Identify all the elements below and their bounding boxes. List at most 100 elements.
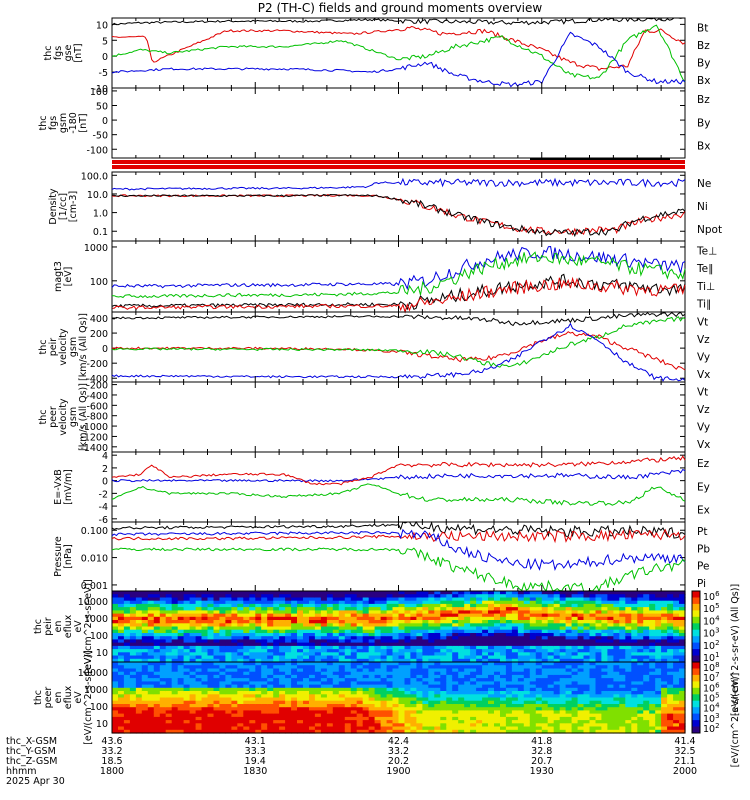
spectrogram-cell: [607, 668, 614, 673]
spectrogram-cell: [118, 729, 125, 734]
spectrogram-cell: [428, 600, 435, 605]
ytick-efield-2: 0: [102, 477, 108, 488]
spectrogram-cell: [446, 681, 453, 686]
spectrogram-cell: [613, 626, 620, 631]
spectrogram-cell: [535, 616, 543, 621]
spectrogram-cell: [392, 636, 400, 640]
spectrogram-cell: [356, 603, 364, 608]
spectrogram-cell: [112, 652, 119, 657]
spectrogram-cell: [291, 697, 298, 702]
spectrogram-cell: [249, 642, 256, 647]
spectrogram-cell: [595, 616, 603, 621]
spectrogram-cell: [529, 684, 537, 689]
spectrogram-cell: [183, 729, 191, 734]
spectrogram-cell: [153, 636, 161, 640]
spectrogram-cell: [607, 662, 614, 666]
spectrogram-cell: [147, 671, 155, 676]
spectrogram-cell: [207, 649, 215, 653]
spectrogram-cell: [141, 713, 149, 718]
spectrogram-cell: [213, 662, 221, 666]
spectrogram-cell: [219, 720, 226, 724]
spectrogram-cell: [171, 700, 179, 705]
spectrogram-cell: [171, 681, 179, 686]
ylabel-fgs-1: fgs: [53, 46, 64, 60]
spectrogram-cell: [667, 607, 674, 611]
spectrogram-cell: [344, 684, 352, 689]
spectrogram-cell: [523, 616, 531, 621]
spectrogram-cell: [613, 723, 620, 728]
spectrogram-cell: [267, 707, 274, 711]
spectrogram-cell: [118, 623, 125, 628]
spectrogram-cell: [559, 694, 567, 699]
spectrogram-cell: [643, 639, 650, 644]
spectrogram-cell: [613, 662, 620, 666]
spectrogram-cell: [231, 591, 238, 595]
spectrogram-cell: [303, 652, 310, 657]
spectrogram-cell: [314, 626, 322, 631]
spectrogram-cell: [679, 607, 686, 611]
spectrogram-cell: [291, 594, 298, 598]
spectrogram-cell: [225, 674, 232, 679]
spectrogram-cell: [494, 626, 501, 631]
spectrogram-cell: [661, 597, 668, 602]
spectrogram-cell: [326, 671, 334, 676]
spectrogram-cell: [559, 726, 567, 731]
ytick-fgs-1: 5: [102, 36, 108, 47]
spectrogram-cell: [332, 658, 340, 663]
spectrogram-cell: [673, 607, 680, 611]
spectrogram-cell: [183, 704, 191, 708]
legend-peir_velocity-1: Vz: [697, 334, 710, 346]
spectrogram-cell: [476, 681, 483, 686]
spectrogram-cell: [601, 620, 608, 624]
spectrogram-cell: [601, 716, 608, 721]
spectrogram-cell: [386, 720, 394, 724]
spectrogram-cell: [309, 662, 316, 666]
spectrogram-cell: [297, 729, 304, 734]
spectrogram-cell: [237, 594, 244, 598]
spectrogram-cell: [523, 620, 531, 624]
spectrogram-cell: [404, 629, 412, 634]
spectrogram-cell: [255, 594, 262, 598]
spectrogram-cell: [237, 674, 244, 679]
spectrogram-cell: [607, 616, 614, 621]
spectrogram-cell: [422, 726, 429, 731]
spectrogram-cell: [314, 729, 322, 734]
spectrogram-cell: [673, 665, 680, 669]
spectrogram-cell: [649, 716, 656, 721]
spectrogram-cell: [494, 610, 501, 615]
spectrogram-cell: [356, 655, 364, 660]
spectrogram-cell: [643, 610, 650, 615]
spectrogram-cell: [291, 716, 298, 721]
spectrogram-cell: [625, 729, 632, 734]
spectrogram-cell: [332, 655, 340, 660]
spectrogram-cell: [476, 652, 483, 657]
spectrogram-cell: [583, 720, 591, 724]
spectrogram-cell: [410, 620, 417, 624]
spectrogram-cell: [541, 636, 549, 640]
spectrogram-cell: [171, 662, 179, 666]
spectrogram-cell: [523, 645, 531, 650]
spectrogram-cell: [422, 600, 429, 605]
spectrogram-cell: [338, 655, 346, 660]
spectrogram-cell: [332, 729, 340, 734]
spectrogram-cell: [511, 616, 519, 621]
spectrogram-cell: [601, 681, 608, 686]
spectrogram-cell: [547, 645, 555, 650]
spectrogram-cell: [231, 729, 238, 734]
spectrogram-cell: [141, 642, 149, 647]
spectrogram-cell: [141, 620, 149, 624]
spectrogram-cell: [231, 639, 238, 644]
spectrogram-cell: [362, 662, 370, 666]
spectrogram-cell: [619, 626, 626, 631]
spectrogram-cell: [320, 697, 328, 702]
spectrogram-cell: [458, 629, 465, 634]
spectrogram-cell: [123, 710, 131, 715]
spectrogram-cell: [207, 729, 215, 734]
spectrogram-cell: [398, 642, 406, 647]
spectrogram-cell: [559, 716, 567, 721]
spectrogram-cell: [326, 662, 334, 666]
spectrogram-cell: [153, 729, 161, 734]
ytick-fgs-2: 0: [102, 52, 108, 63]
spectrogram-cell: [458, 674, 465, 679]
spectrogram-cell: [673, 684, 680, 689]
